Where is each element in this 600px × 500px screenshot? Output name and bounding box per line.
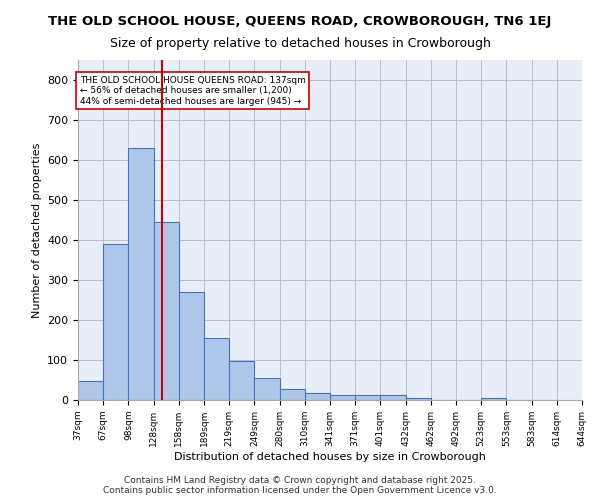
Bar (355, 395, 380, 400)
Text: Contains HM Land Registry data © Crown copyright and database right 2025.
Contai: Contains HM Land Registry data © Crown c… (103, 476, 497, 495)
Bar (229, 361, 254, 400)
Bar (103, 244, 128, 400)
Bar (128, 148, 154, 400)
Text: THE OLD SCHOOL HOUSE, QUEENS ROAD, CROWBOROUGH, TN6 1EJ: THE OLD SCHOOL HOUSE, QUEENS ROAD, CROWB… (49, 15, 551, 28)
Bar (179, 292, 204, 400)
Bar (204, 338, 229, 400)
Bar (481, 398, 506, 400)
Bar (154, 222, 179, 400)
Y-axis label: Number of detached properties: Number of detached properties (32, 142, 41, 318)
X-axis label: Distribution of detached houses by size in Crowborough: Distribution of detached houses by size … (174, 452, 486, 462)
Bar (78, 381, 103, 400)
Bar (305, 393, 330, 400)
Bar (406, 398, 431, 400)
Text: THE OLD SCHOOL HOUSE QUEENS ROAD: 137sqm
← 56% of detached houses are smaller (1: THE OLD SCHOOL HOUSE QUEENS ROAD: 137sqm… (80, 76, 305, 106)
Text: Size of property relative to detached houses in Crowborough: Size of property relative to detached ho… (110, 38, 490, 51)
Bar (280, 389, 305, 400)
Bar (330, 395, 355, 400)
Bar (254, 378, 280, 400)
Bar (380, 395, 406, 400)
